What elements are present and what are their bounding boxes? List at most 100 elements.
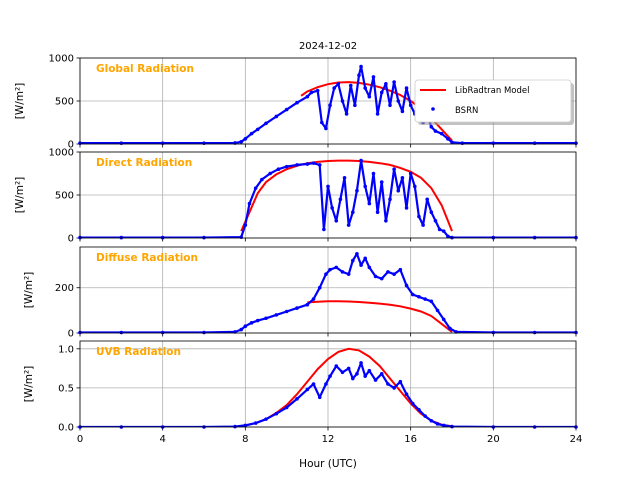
bsrn-point bbox=[410, 292, 415, 297]
y-tick-label: 0.0 bbox=[58, 423, 74, 434]
bsrn-point bbox=[346, 223, 351, 227]
legend-bsrn-label: BSRN bbox=[455, 106, 478, 116]
bsrn-point bbox=[413, 184, 417, 189]
bsrn-point bbox=[417, 408, 421, 412]
bsrn-point bbox=[243, 223, 248, 227]
axes-frame bbox=[79, 57, 577, 145]
bsrn-point bbox=[317, 395, 322, 400]
bsrn-point bbox=[429, 299, 434, 304]
bsrn-point bbox=[392, 386, 396, 390]
axes-frame bbox=[79, 340, 577, 428]
bsrn-point bbox=[264, 417, 268, 421]
bsrn-point bbox=[340, 270, 345, 274]
bsrn-point bbox=[396, 99, 401, 103]
bsrn-point bbox=[398, 267, 403, 272]
bsrn-point bbox=[363, 374, 368, 378]
bsrn-point bbox=[357, 73, 361, 77]
axes-frame bbox=[79, 151, 577, 239]
bsrn-point bbox=[260, 177, 264, 182]
bsrn-point bbox=[373, 274, 378, 279]
bsrn-point bbox=[119, 330, 124, 335]
bsrn-point bbox=[404, 86, 409, 90]
bsrn-point bbox=[384, 219, 388, 223]
bsrn-point bbox=[446, 137, 450, 141]
bsrn-point bbox=[332, 86, 337, 90]
bsrn-point bbox=[448, 326, 452, 331]
panel-3: 0.0 0.5 1.0 UVB Radiation [W/m²] bbox=[23, 340, 578, 434]
panel-title: Global Radiation bbox=[96, 63, 194, 75]
bsrn-point bbox=[264, 316, 268, 321]
bsrn-point bbox=[342, 176, 347, 180]
y-axis-label: [W/m²] bbox=[14, 177, 26, 214]
bsrn-point bbox=[375, 210, 380, 214]
axes-frame bbox=[79, 246, 577, 334]
y-tick-label: 500 bbox=[55, 191, 74, 202]
panel-0: 0 500 1000 Global Radiation [W/m²] bbox=[14, 54, 578, 151]
bsrn-point bbox=[305, 387, 310, 392]
legend-bsrn-swatch bbox=[431, 107, 435, 111]
bsrn-point bbox=[284, 309, 289, 314]
bsrn-point bbox=[379, 180, 384, 184]
bsrn-point bbox=[433, 129, 438, 133]
bsrn-point bbox=[264, 121, 268, 126]
bsrn-point bbox=[119, 235, 124, 240]
bsrn-point bbox=[305, 162, 310, 166]
bsrn-point bbox=[417, 294, 421, 299]
bsrn-point bbox=[359, 263, 363, 267]
y-tick-label: 0 bbox=[68, 329, 74, 340]
bsrn-point bbox=[320, 120, 324, 125]
bsrn-point bbox=[371, 171, 376, 176]
x-tick-label: 20 bbox=[487, 434, 500, 445]
bsrn-point bbox=[404, 206, 409, 210]
bsrn-point bbox=[346, 272, 351, 276]
bsrn-point bbox=[284, 164, 289, 169]
bsrn-point bbox=[532, 330, 537, 335]
bsrn-point bbox=[404, 392, 409, 396]
bsrn-point bbox=[441, 423, 446, 428]
bsrn-point bbox=[317, 163, 322, 167]
bsrn-point bbox=[408, 171, 413, 176]
panel-title: Diffuse Radiation bbox=[96, 252, 198, 264]
bsrn-point bbox=[386, 382, 390, 386]
bsrn-point bbox=[295, 163, 299, 167]
figure-title: 2024-12-02 bbox=[299, 41, 357, 52]
bsrn-point bbox=[367, 201, 372, 206]
bsrn-point bbox=[351, 258, 355, 263]
panel-title: Direct Radiation bbox=[96, 157, 192, 169]
bsrn-point bbox=[421, 223, 425, 227]
bsrn-point bbox=[311, 382, 316, 386]
x-tick-label: 8 bbox=[242, 434, 248, 445]
bsrn-point bbox=[367, 368, 372, 373]
bsrn-point bbox=[417, 214, 421, 219]
bsrn-point bbox=[202, 235, 206, 240]
bsrn-point bbox=[355, 251, 359, 256]
bsrn-point bbox=[346, 366, 351, 371]
bsrn-point bbox=[410, 401, 415, 406]
bsrn-point bbox=[379, 90, 384, 95]
bsrn-point bbox=[334, 219, 339, 223]
y-tick-label: 0 bbox=[68, 234, 74, 245]
bsrn-point bbox=[247, 201, 252, 206]
bsrn-point bbox=[398, 379, 403, 384]
bsrn-point bbox=[317, 285, 322, 290]
bsrn-point bbox=[435, 422, 440, 426]
y-tick-label: 0.5 bbox=[58, 383, 74, 394]
bsrn-point bbox=[324, 126, 328, 131]
bsrn-point bbox=[274, 114, 279, 119]
bsrn-point bbox=[268, 171, 272, 176]
bsrn-point bbox=[255, 127, 260, 132]
bsrn-point bbox=[322, 227, 326, 232]
bsrn-point bbox=[433, 219, 438, 223]
bsrn-point bbox=[363, 256, 368, 261]
bsrn-point bbox=[239, 327, 243, 332]
bsrn-point bbox=[359, 64, 363, 69]
bsrn-point bbox=[363, 86, 368, 90]
bsrn-point bbox=[305, 94, 310, 99]
bsrn-point bbox=[491, 330, 496, 335]
y-tick-label: 1.0 bbox=[58, 344, 74, 355]
bsrn-point bbox=[344, 112, 349, 116]
bsrn-point bbox=[429, 418, 434, 423]
bsrn-point bbox=[379, 276, 384, 281]
x-tick-label: 0 bbox=[77, 434, 83, 445]
